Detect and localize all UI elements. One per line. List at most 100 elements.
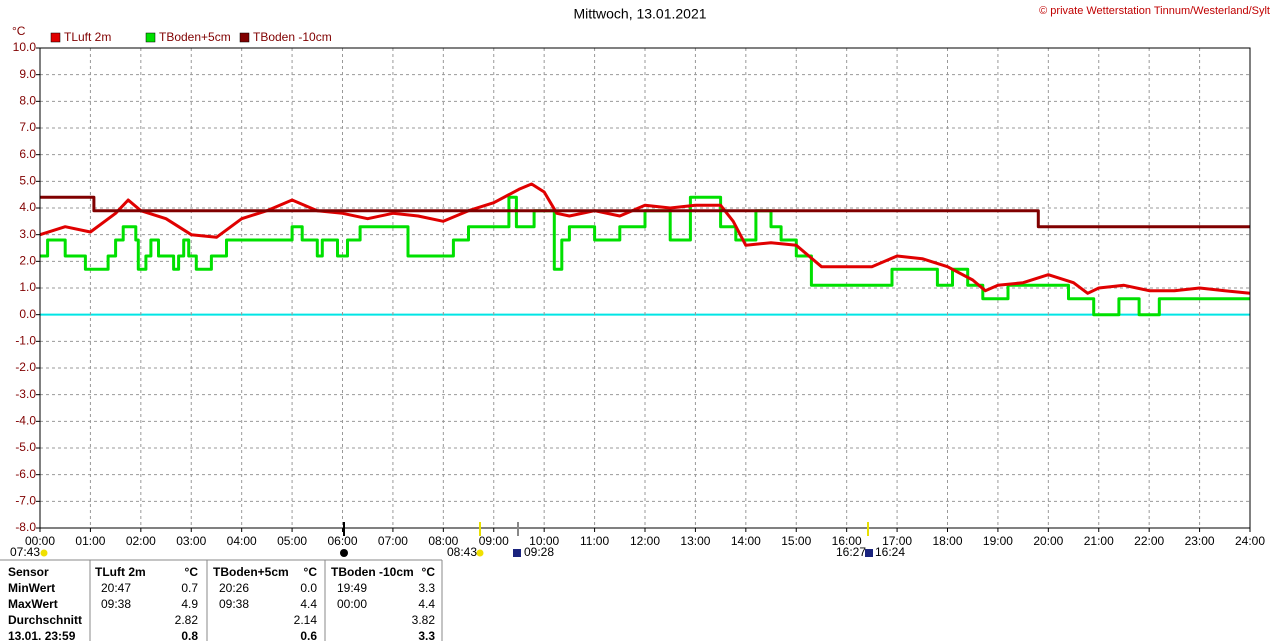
x-tick-label: 16:00 (832, 534, 862, 548)
y-tick-label: 0.0 (19, 307, 36, 321)
sun-icon (476, 549, 484, 557)
x-tick-label: 12:00 (630, 534, 660, 548)
row-label: MaxWert (8, 597, 58, 611)
sun-time: 08:43 (447, 545, 477, 559)
y-tick-label: -1.0 (15, 334, 36, 348)
table-header: °C (422, 565, 436, 579)
x-tick-label: 18:00 (932, 534, 962, 548)
series-line (39, 182, 1251, 295)
legend: TLuft 2m TBoden+5cm TBoden -10cm (50, 30, 332, 44)
x-tick-label: 01:00 (75, 534, 105, 548)
x-tick-label: 14:00 (731, 534, 761, 548)
y-unit: °C (12, 24, 26, 38)
sun-time: 09:28 (524, 545, 554, 559)
cell-value: 3.3 (418, 581, 435, 595)
x-tick-label: 21:00 (1084, 534, 1114, 548)
y-tick-label: 9.0 (19, 67, 36, 81)
cell-time: 09:38 (219, 597, 249, 611)
x-tick-label: 10:00 (529, 534, 559, 548)
y-tick-label: -4.0 (15, 414, 36, 428)
y-tick-label: 7.0 (19, 120, 36, 134)
x-tick-label: 00:00 (25, 534, 55, 548)
y-tick-label: 6.0 (19, 147, 36, 161)
x-tick-label: 23:00 (1185, 534, 1215, 548)
table-header: Sensor (8, 565, 49, 579)
cell-value: 0.7 (181, 581, 198, 595)
legend-swatch (50, 32, 61, 43)
y-tick-label: 1.0 (19, 280, 36, 294)
row-label: Durchschnitt (8, 613, 82, 627)
y-tick-label: -7.0 (15, 494, 36, 508)
y-tick-label: 5.0 (19, 174, 36, 188)
table-header: TBoden+5cm (213, 565, 289, 579)
x-tick-label: 07:00 (378, 534, 408, 548)
sun-icon (40, 549, 48, 557)
table-header: °C (304, 565, 318, 579)
y-tick-label: 8.0 (19, 94, 36, 108)
x-tick-label: 22:00 (1134, 534, 1164, 548)
row-label: MinWert (8, 581, 55, 595)
x-tick-label: 03:00 (176, 534, 206, 548)
y-tick-label: -8.0 (15, 520, 36, 534)
x-tick-label: 08:00 (428, 534, 458, 548)
moon-icon (865, 549, 873, 557)
cell-value: 2.82 (175, 613, 199, 627)
legend-label: TBoden+5cm (159, 30, 231, 44)
cell-time: 00:00 (337, 597, 367, 611)
series-line (40, 195, 1250, 229)
cell-value: 3.3 (418, 629, 435, 641)
cell-value: 0.6 (300, 629, 317, 641)
cell-time: 20:47 (101, 581, 131, 595)
legend-label: TBoden -10cm (253, 30, 332, 44)
x-tick-label: 02:00 (126, 534, 156, 548)
x-tick-label: 13:00 (680, 534, 710, 548)
y-tick-label: -2.0 (15, 360, 36, 374)
x-tick-label: 04:00 (227, 534, 257, 548)
y-tick-label: -6.0 (15, 467, 36, 481)
x-tick-label: 11:00 (580, 534, 609, 548)
y-tick-label: -3.0 (15, 387, 36, 401)
x-tick-label: 09:00 (479, 534, 509, 548)
series-line (40, 195, 1250, 317)
cell-value: 0.0 (300, 581, 317, 595)
table-header: TBoden -10cm (331, 565, 414, 579)
moon-icon (513, 549, 521, 557)
y-tick-label: 10.0 (13, 40, 37, 54)
x-tick-label: 20:00 (1033, 534, 1063, 548)
cell-time: 09:38 (101, 597, 131, 611)
table-header: °C (185, 565, 199, 579)
x-tick-label: 19:00 (983, 534, 1013, 548)
cell-time: 19:49 (337, 581, 367, 595)
moon-icon (340, 549, 348, 557)
legend-swatch (239, 32, 250, 43)
cell-value: 4.4 (418, 597, 435, 611)
chart-title: Mittwoch, 13.01.2021 (573, 6, 706, 22)
y-tick-label: 3.0 (19, 227, 36, 241)
x-tick-label: 06:00 (327, 534, 357, 548)
lines (39, 182, 1251, 317)
plot-frame (39, 47, 1251, 529)
x-tick-label: 05:00 (277, 534, 307, 548)
stats-table: Sensor TLuft 2m °C TBoden+5cm °C TBoden -10cm… (0, 559, 443, 641)
x-tick-label: 24:00 (1235, 534, 1265, 548)
cell-value: 4.9 (181, 597, 198, 611)
table-header: TLuft 2m (95, 565, 146, 579)
sun-time: 07:43 (10, 545, 40, 559)
legend-label: TLuft 2m (64, 30, 111, 44)
x-tick-label: 15:00 (781, 534, 811, 548)
sun-time: 16:27 (836, 545, 866, 559)
cell-value: 2.14 (294, 613, 318, 627)
cell-value: 3.82 (412, 613, 436, 627)
sun-time: 16:24 (875, 545, 905, 559)
x-tick-label: 17:00 (882, 534, 912, 548)
y-tick-label: 2.0 (19, 254, 36, 268)
y-tick-label: -5.0 (15, 440, 36, 454)
y-tick-label: 4.0 (19, 200, 36, 214)
copyright: © private Wetterstation Tinnum/Westerlan… (1039, 5, 1270, 17)
cell-value: 4.4 (300, 597, 317, 611)
cell-value: 0.8 (181, 629, 198, 641)
cell-time: 20:26 (219, 581, 249, 595)
annotations: 07:43 08:43 09:28 16:27 16:24 (10, 545, 905, 559)
